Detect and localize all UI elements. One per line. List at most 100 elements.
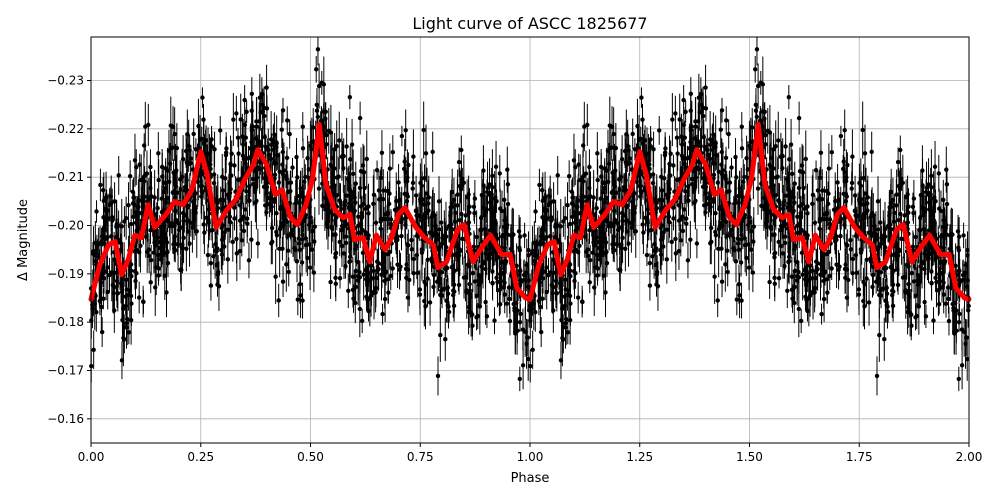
data-point bbox=[171, 242, 176, 247]
data-point bbox=[112, 199, 117, 204]
data-point bbox=[502, 224, 507, 230]
data-point bbox=[659, 174, 664, 180]
data-point bbox=[269, 241, 274, 246]
data-point bbox=[792, 181, 797, 186]
data-point bbox=[437, 275, 442, 281]
data-point bbox=[300, 237, 305, 242]
data-point bbox=[932, 195, 937, 200]
data-point bbox=[295, 175, 300, 180]
data-point bbox=[617, 177, 622, 182]
data-point bbox=[929, 173, 934, 179]
data-point bbox=[520, 327, 526, 332]
data-point bbox=[172, 131, 177, 137]
data-point bbox=[180, 157, 186, 162]
data-point bbox=[773, 193, 779, 198]
data-point bbox=[142, 143, 147, 148]
data-point bbox=[505, 201, 511, 207]
data-point bbox=[852, 193, 858, 198]
data-point bbox=[224, 146, 229, 151]
data-point bbox=[959, 327, 965, 332]
data-point bbox=[479, 264, 484, 269]
data-point bbox=[109, 234, 114, 239]
data-point bbox=[333, 281, 338, 287]
data-point bbox=[343, 264, 348, 269]
data-point bbox=[919, 259, 924, 264]
data-point bbox=[751, 239, 756, 244]
data-point bbox=[364, 156, 369, 162]
data-point bbox=[772, 251, 777, 256]
data-point bbox=[156, 177, 161, 183]
data-point bbox=[347, 187, 352, 193]
data-point bbox=[278, 206, 283, 212]
data-point bbox=[388, 273, 393, 279]
data-point bbox=[155, 235, 160, 240]
data-point bbox=[481, 168, 486, 173]
data-point bbox=[414, 253, 420, 258]
data-point bbox=[453, 210, 458, 216]
data-point bbox=[658, 252, 664, 257]
data-point bbox=[680, 228, 686, 234]
data-point bbox=[255, 241, 261, 246]
data-point bbox=[230, 239, 235, 245]
data-point bbox=[165, 168, 170, 173]
data-point bbox=[913, 315, 918, 320]
data-point bbox=[170, 190, 176, 195]
data-point bbox=[364, 294, 369, 300]
data-point bbox=[146, 122, 151, 128]
data-point bbox=[178, 267, 183, 273]
data-point bbox=[337, 198, 342, 203]
data-point bbox=[337, 138, 342, 143]
data-point bbox=[755, 83, 761, 89]
data-point bbox=[723, 262, 728, 267]
data-point bbox=[819, 196, 825, 202]
data-point bbox=[315, 47, 321, 52]
data-point bbox=[455, 192, 460, 197]
data-point bbox=[254, 119, 259, 124]
data-point bbox=[938, 259, 943, 265]
data-point bbox=[418, 199, 423, 204]
data-point bbox=[199, 183, 204, 189]
data-point bbox=[446, 309, 452, 315]
data-point bbox=[235, 177, 241, 183]
data-point bbox=[245, 216, 250, 221]
data-point bbox=[119, 224, 124, 229]
data-point bbox=[753, 67, 758, 72]
data-point bbox=[529, 251, 535, 256]
data-point bbox=[133, 209, 139, 215]
data-point bbox=[300, 298, 305, 303]
data-point bbox=[321, 82, 327, 87]
data-point bbox=[768, 164, 773, 170]
data-point bbox=[350, 274, 356, 279]
data-point bbox=[361, 272, 366, 277]
data-point bbox=[796, 115, 802, 121]
data-point bbox=[402, 159, 407, 164]
data-point bbox=[361, 170, 367, 175]
data-point bbox=[232, 205, 237, 210]
data-point bbox=[715, 180, 721, 185]
data-point bbox=[937, 206, 942, 211]
data-point bbox=[507, 318, 513, 324]
data-point bbox=[910, 244, 916, 249]
data-point bbox=[733, 154, 738, 160]
data-point bbox=[487, 182, 492, 187]
data-point bbox=[123, 215, 129, 221]
data-point bbox=[99, 329, 105, 335]
data-point bbox=[333, 251, 338, 256]
data-point bbox=[94, 309, 99, 315]
data-point bbox=[875, 199, 881, 204]
data-point bbox=[294, 154, 299, 160]
data-point bbox=[241, 214, 246, 219]
data-point bbox=[517, 376, 523, 382]
data-point bbox=[162, 273, 167, 278]
data-point bbox=[810, 290, 816, 296]
data-point bbox=[148, 228, 153, 233]
data-point bbox=[773, 144, 778, 149]
data-point bbox=[719, 279, 725, 284]
data-point bbox=[346, 288, 351, 294]
data-point bbox=[103, 195, 109, 200]
data-point bbox=[548, 234, 553, 239]
data-point bbox=[334, 215, 339, 220]
data-point bbox=[877, 332, 882, 338]
data-point bbox=[373, 220, 379, 225]
data-point bbox=[161, 180, 166, 185]
